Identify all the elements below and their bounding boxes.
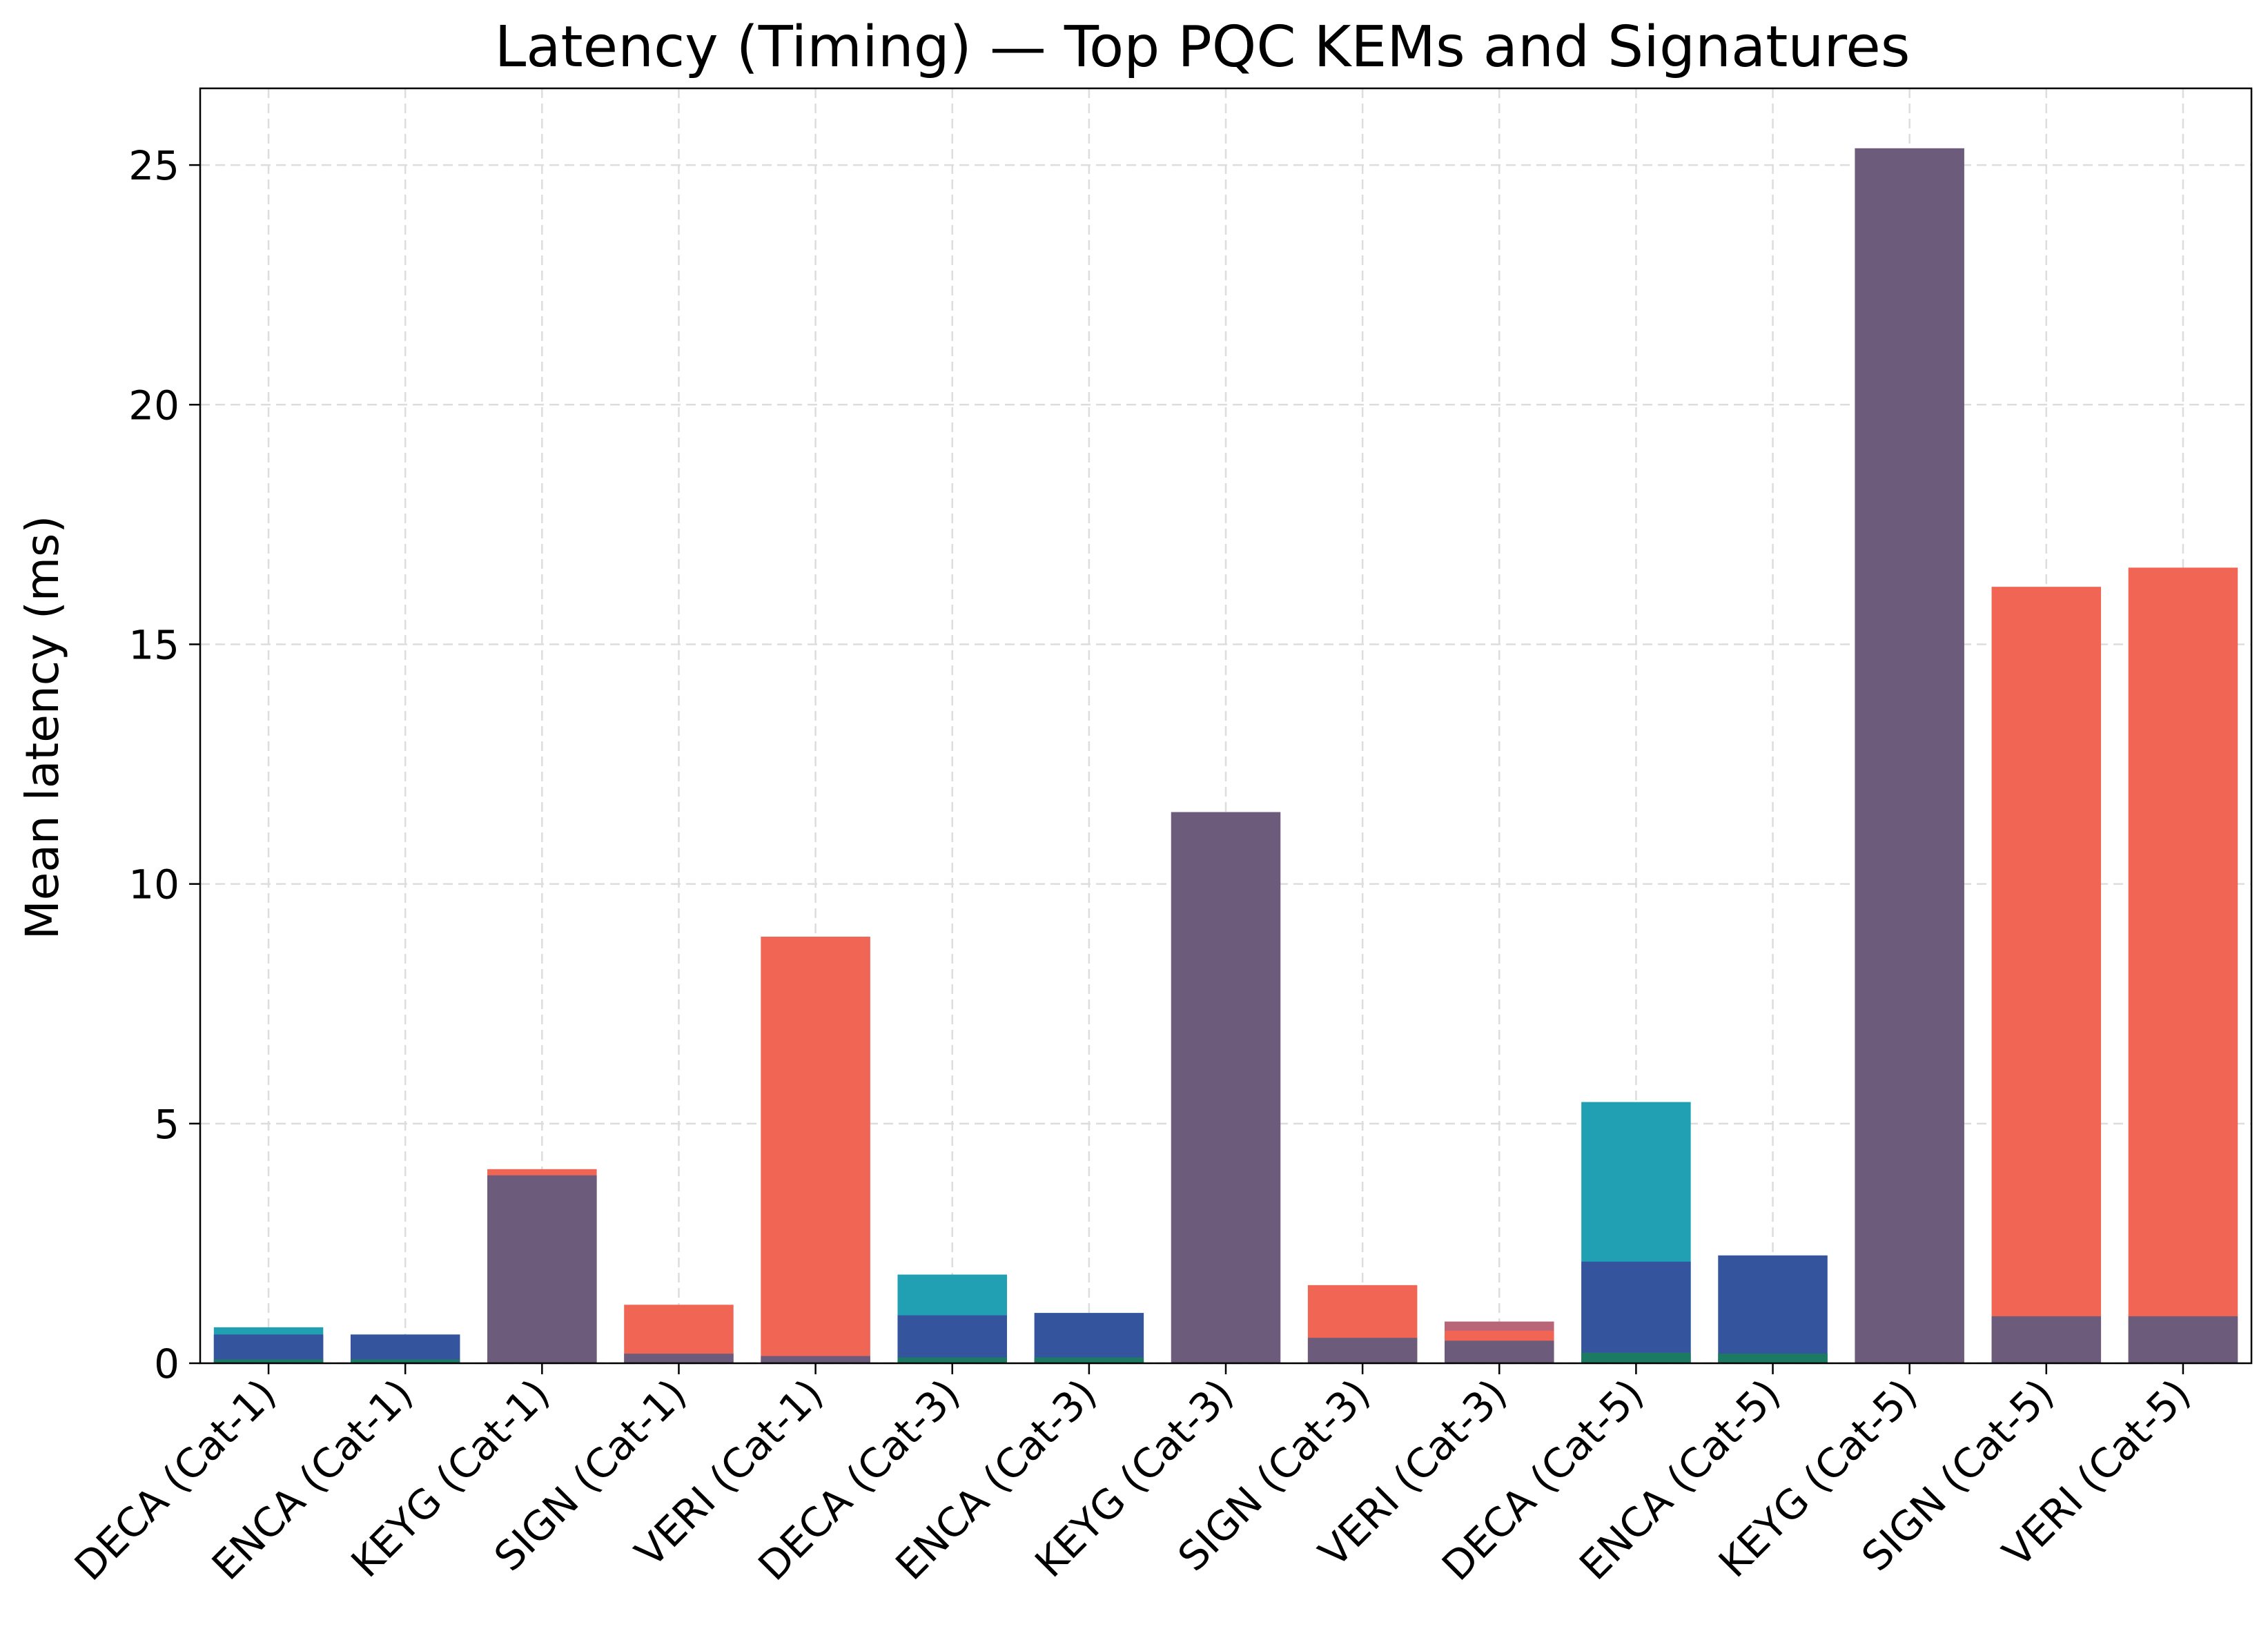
- bar: [761, 937, 870, 1363]
- bar: [897, 1315, 1007, 1363]
- bar: [487, 1175, 597, 1363]
- y-tick-label: 5: [154, 1101, 179, 1148]
- bar: [1445, 1340, 1554, 1363]
- bar: [1718, 1354, 1828, 1363]
- bar: [1307, 1338, 1418, 1363]
- bar: [2128, 1316, 2238, 1363]
- bar: [350, 1334, 460, 1363]
- y-tick-label: 10: [128, 861, 179, 908]
- bar: [624, 1305, 734, 1363]
- y-tick-label: 0: [154, 1340, 179, 1387]
- bar: [1991, 1316, 2102, 1363]
- bar: [1581, 1352, 1691, 1363]
- bar: [761, 1356, 870, 1363]
- bar: [350, 1359, 460, 1363]
- bar: [1034, 1357, 1144, 1363]
- y-axis-label: Mean latency (ms): [16, 516, 69, 939]
- bar: [1581, 1261, 1691, 1363]
- bar: [1718, 1255, 1828, 1363]
- bar: [2128, 567, 2238, 1364]
- bar: [1171, 812, 1281, 1363]
- bar: [897, 1357, 1007, 1363]
- y-tick-label: 25: [128, 142, 179, 189]
- bar: [213, 1334, 324, 1363]
- bars: [213, 148, 2238, 1364]
- bar: [213, 1359, 324, 1363]
- bar: [624, 1354, 734, 1363]
- bar: [1855, 148, 1964, 1363]
- bar: [1991, 587, 2102, 1364]
- y-tick-label: 20: [128, 382, 179, 429]
- bar: [1034, 1313, 1144, 1363]
- y-tick-label: 15: [128, 621, 179, 668]
- chart-title: Latency (Timing) — Top PQC KEMs and Sign…: [495, 14, 1910, 80]
- y-ticks: 0 5 10 15 20 25: [128, 142, 200, 1387]
